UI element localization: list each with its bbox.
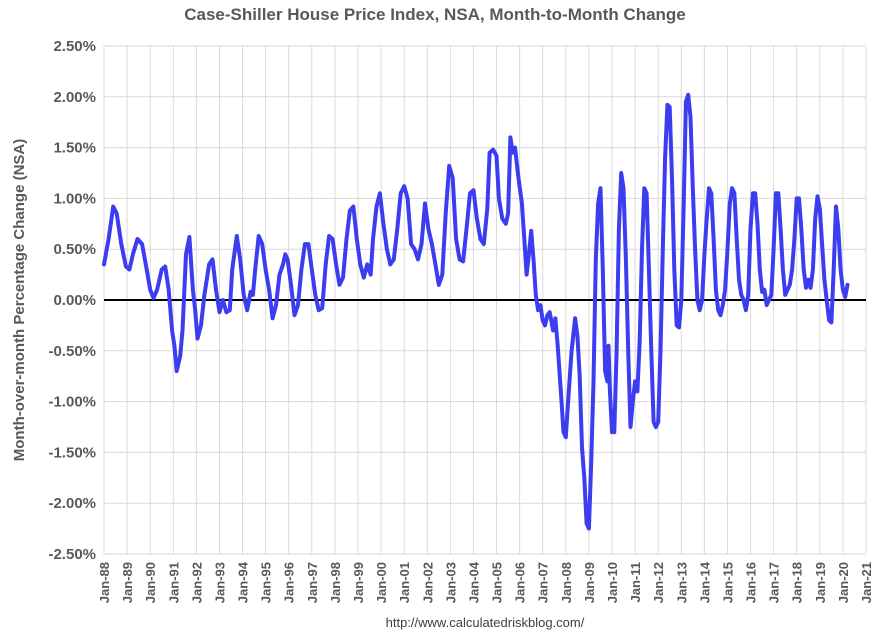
x-tick-label: Jan-96 [282, 562, 297, 603]
y-tick-label: -2.50% [48, 546, 96, 563]
x-tick-label: Jan-18 [790, 562, 805, 603]
x-tick-label: Jan-92 [189, 562, 204, 603]
x-tick-label: Jan-13 [674, 562, 689, 603]
y-axis-ticks: 2.50% 2.00% 1.50% 1.00% 0.50% 0.00% -0.50% -1.0… [48, 38, 96, 563]
x-tick-label: Jan-15 [720, 562, 735, 603]
x-tick-label: Jan-03 [443, 562, 458, 603]
x-tick-label: Jan-97 [305, 562, 320, 603]
x-tick-label: Jan-99 [351, 562, 366, 603]
x-tick-label: Jan-10 [605, 562, 620, 603]
x-tick-label: Jan-09 [582, 562, 597, 603]
y-tick-label: 0.50% [53, 241, 96, 258]
x-tick-label: Jan-16 [744, 562, 759, 603]
x-tick-label: Jan-21 [859, 562, 874, 603]
y-tick-label: 2.00% [53, 89, 96, 106]
y-axis-label: Month-over-month Percentage Change (NSA) [11, 139, 28, 462]
y-tick-label: 1.50% [53, 140, 96, 157]
x-tick-label: Jan-02 [420, 562, 435, 603]
series-line [102, 92, 850, 531]
y-tick-label: -1.50% [48, 444, 96, 461]
y-tick-label: -2.00% [48, 495, 96, 512]
x-tick-label: Jan-07 [536, 562, 551, 603]
x-tick-label: Jan-91 [166, 562, 181, 603]
x-tick-label: Jan-93 [212, 562, 227, 603]
source-url: http://www.calculatedriskblog.com/ [386, 615, 585, 630]
y-tick-label: 1.00% [53, 190, 96, 207]
y-tick-label: 2.50% [53, 38, 96, 55]
x-tick-label: Jan-05 [490, 562, 505, 603]
x-tick-label: Jan-01 [397, 562, 412, 603]
chart-title: Case-Shiller House Price Index, NSA, Mon… [184, 5, 686, 24]
x-tick-label: Jan-90 [143, 562, 158, 603]
x-tick-label: Jan-00 [374, 562, 389, 603]
x-tick-label: Jan-06 [513, 562, 528, 603]
x-tick-label: Jan-19 [813, 562, 828, 603]
x-tick-label: Jan-12 [651, 562, 666, 603]
x-tick-label: Jan-14 [697, 561, 712, 603]
x-tick-label: Jan-98 [328, 562, 343, 603]
x-tick-label: Jan-04 [466, 561, 481, 603]
x-tick-label: Jan-88 [97, 562, 112, 603]
y-tick-label: -1.00% [48, 394, 96, 411]
x-tick-label: Jan-20 [836, 562, 851, 603]
x-tick-label: Jan-08 [559, 562, 574, 603]
x-tick-label: Jan-95 [259, 562, 274, 603]
x-tick-label: Jan-89 [120, 562, 135, 603]
x-axis-ticks: Jan-88 Jan-89 Jan-90 Jan-91 Jan-92 Jan-93 Jan-… [97, 561, 874, 603]
y-tick-label: 0.00% [53, 292, 96, 309]
y-tick-label: -0.50% [48, 343, 96, 360]
x-tick-label: Jan-11 [628, 562, 643, 602]
x-tick-label: Jan-94 [236, 561, 251, 603]
x-tick-label: Jan-17 [767, 562, 782, 603]
